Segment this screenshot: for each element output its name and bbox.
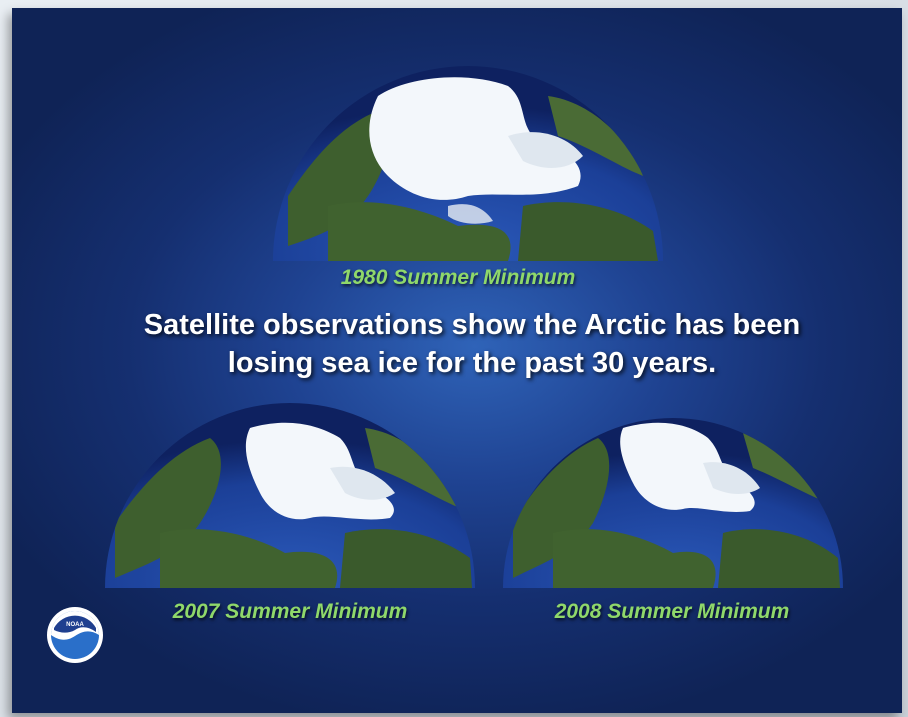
globe-2007 [105, 403, 475, 588]
headline-line-1: Satellite observations show the Arctic h… [143, 309, 801, 341]
caption-1980: 1980 Summer Minimum [340, 266, 576, 289]
svg-text:NOAA: NOAA [66, 622, 84, 628]
noaa-logo-icon: NOAA [47, 607, 103, 663]
headline-line-2: losing sea ice for the past 30 years. [227, 347, 717, 379]
globe-2008 [503, 418, 843, 588]
infographic-panel: 1980 Summer Minimum Satellite observatio… [12, 8, 902, 713]
headline: Satellite observations show the Arctic h… [52, 306, 892, 382]
caption-2007: 2007 Summer Minimum [172, 600, 408, 623]
caption-2008: 2008 Summer Minimum [554, 600, 790, 623]
globe-1980 [273, 66, 663, 261]
